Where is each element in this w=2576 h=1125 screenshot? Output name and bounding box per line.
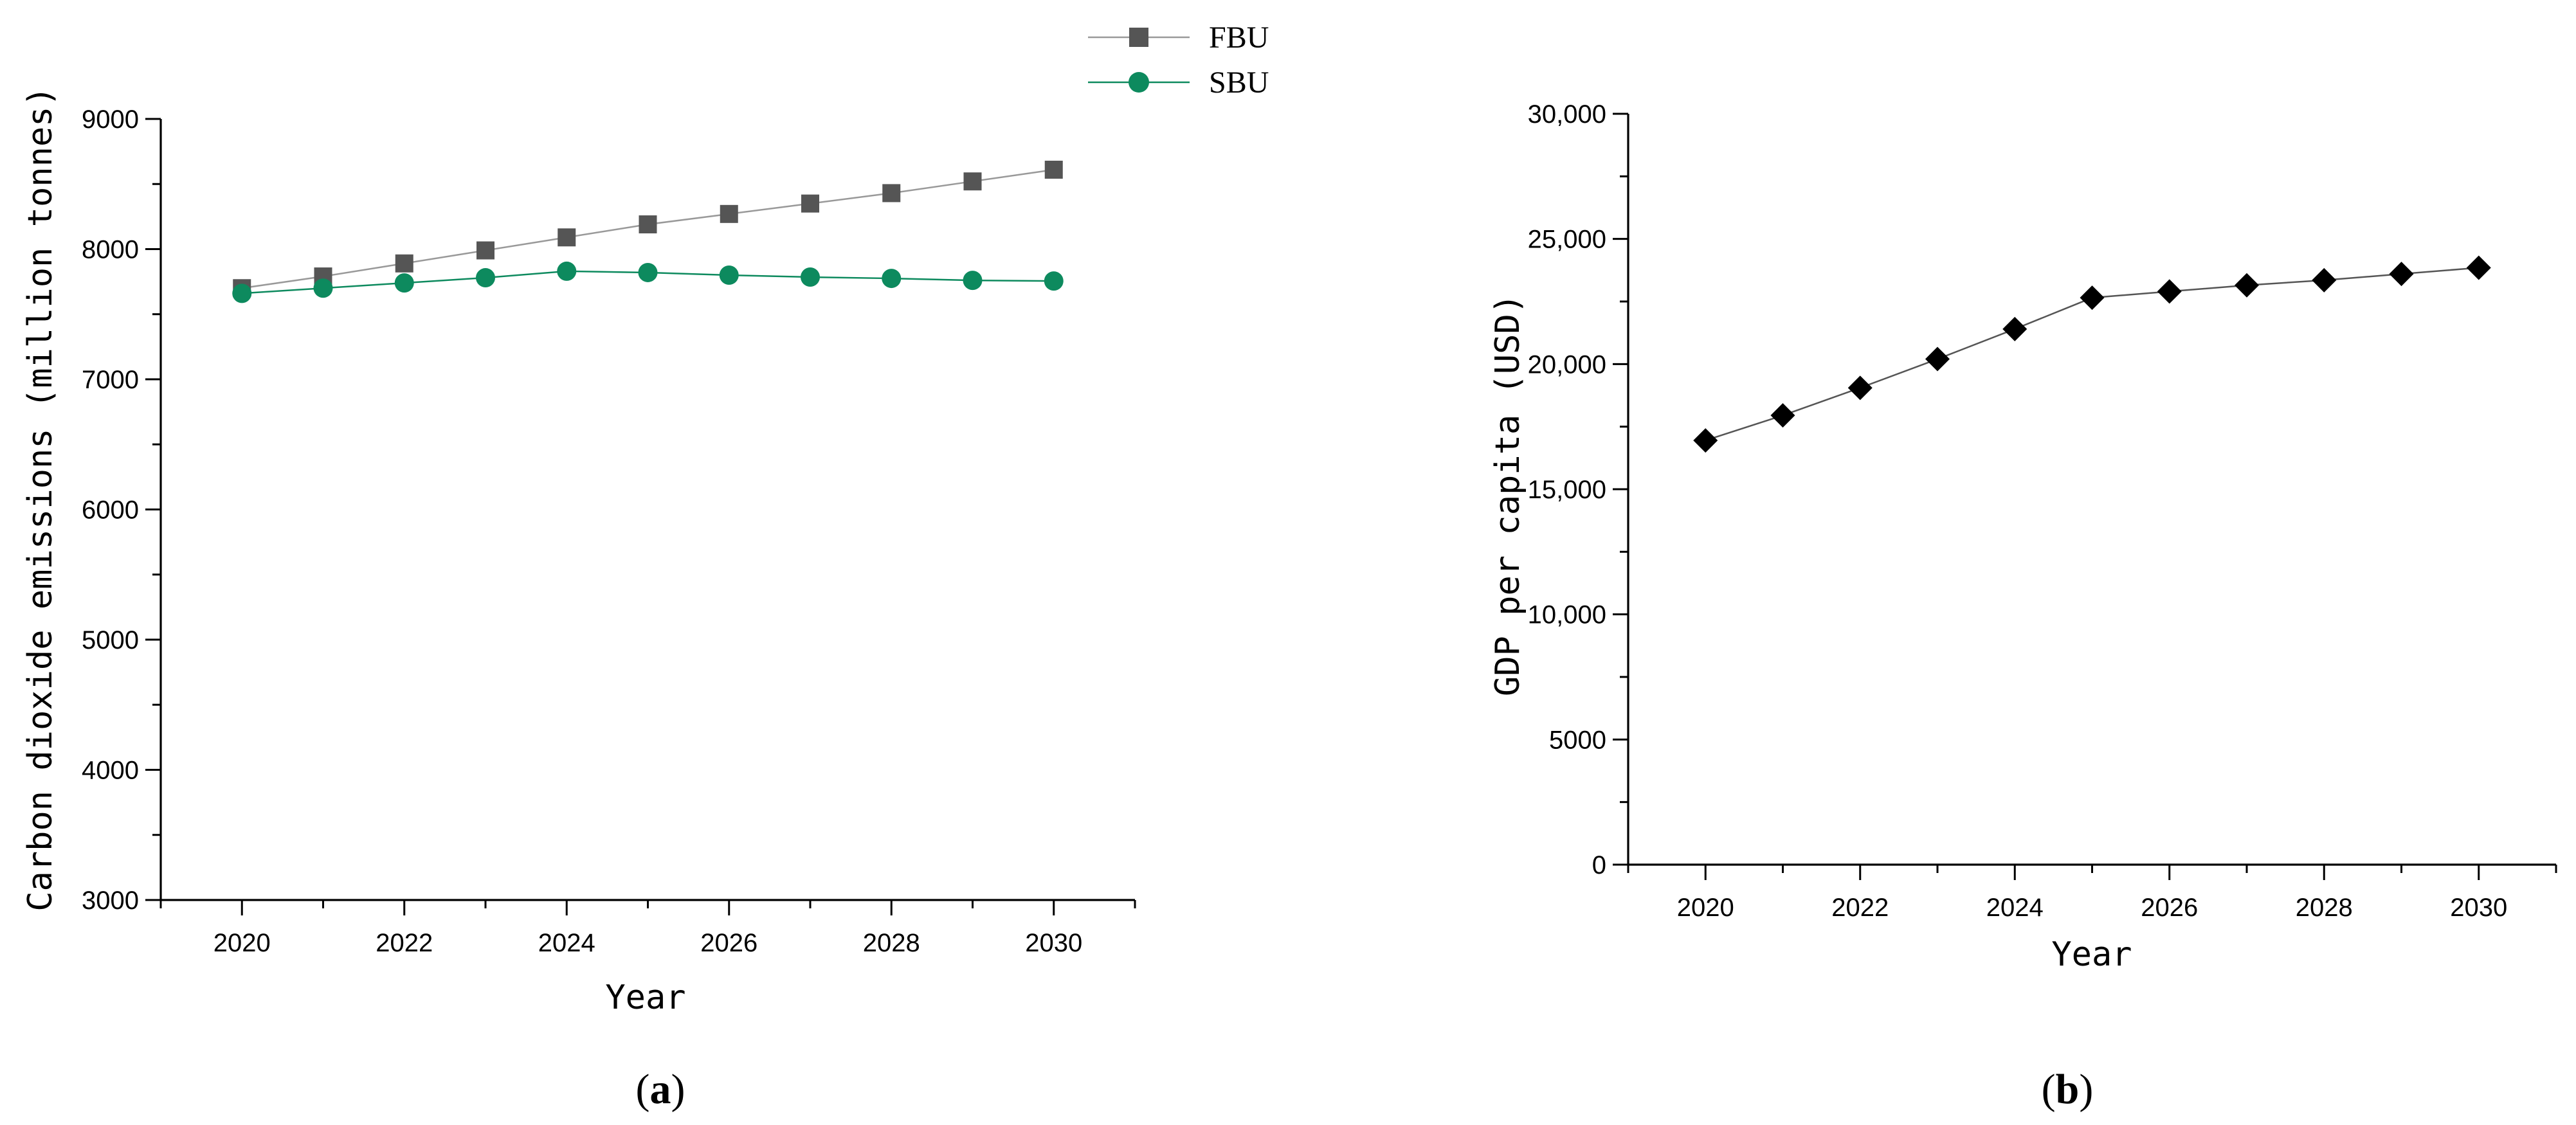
data-point: [963, 271, 983, 291]
panel-a-ticks: 3000 4000 5000 6000 7000 8000 9000 2020 2022 2024…: [82, 105, 1136, 957]
data-point: [394, 273, 414, 293]
x-tick-label: 2022: [1831, 894, 1889, 922]
data-point: [638, 262, 658, 282]
data-point: [1044, 160, 1063, 179]
panel-b-series: [1693, 255, 2491, 453]
data-point: [963, 172, 982, 191]
data-point: [1770, 403, 1795, 428]
legend-sbu-label: SBU: [1209, 66, 1269, 100]
data-point: [2312, 267, 2337, 292]
y-tick-label: 0: [1592, 851, 1606, 879]
data-point: [1044, 271, 1064, 291]
y-tick-label: 9000: [82, 105, 139, 134]
data-point: [1693, 428, 1718, 453]
data-point: [557, 261, 577, 281]
legend-fbu-marker: [1129, 28, 1148, 47]
data-point: [801, 194, 819, 213]
panel-b-x-axis-title: Year: [2051, 935, 2132, 974]
legend-item-fbu: FBU: [1088, 21, 1269, 55]
data-point: [2389, 262, 2414, 287]
data-point: [558, 228, 576, 247]
panel-a-x-axis-title: Year: [605, 978, 685, 1017]
data-point: [882, 269, 902, 289]
data-point: [719, 266, 739, 285]
panel-a-letter: a: [650, 1066, 671, 1113]
y-tick-label: 15,000: [1528, 476, 1606, 504]
y-tick-label: 5000: [1549, 726, 1606, 754]
y-tick-label: 3000: [82, 887, 139, 915]
panel-a-y-axis-title: Carbon dioxide emissions (million tonnes…: [21, 86, 60, 912]
y-tick-label: 7000: [82, 366, 139, 394]
panel-a-label: (a): [636, 1066, 685, 1113]
y-tick-label: 5000: [82, 626, 139, 654]
data-point: [2080, 285, 2105, 310]
data-point: [476, 241, 494, 260]
x-tick-label: 2020: [213, 929, 271, 957]
data-point: [476, 268, 495, 288]
x-tick-label: 2022: [376, 929, 433, 957]
panel-a-legend: FBU SBU: [1088, 21, 1269, 100]
y-tick-label: 30,000: [1528, 100, 1606, 129]
data-point: [2466, 255, 2491, 280]
x-tick-label: 2030: [1025, 929, 1082, 957]
panel-b-label: (b): [2042, 1066, 2094, 1113]
y-tick-label: 6000: [82, 496, 139, 525]
panel-b-axes: [1627, 114, 2556, 866]
panel-b-chart: 0 5000 10,000 15,000 20,000 25,000 30,000 2020 2…: [1489, 100, 2557, 1113]
legend-item-sbu: SBU: [1088, 66, 1269, 100]
y-tick-label: 4000: [82, 757, 139, 785]
data-point: [2002, 316, 2027, 341]
data-point: [2157, 279, 2182, 304]
panel-a-chart: 3000 4000 5000 6000 7000 8000 9000 2020 2022 2024…: [21, 21, 1269, 1113]
data-point: [395, 254, 413, 273]
y-tick-label: 20,000: [1528, 350, 1606, 379]
x-tick-label: 2024: [1986, 894, 2044, 922]
series-line-0: [1693, 255, 2491, 453]
data-point: [882, 184, 901, 203]
panel-b-letter: b: [2056, 1066, 2080, 1113]
data-point: [1925, 346, 1950, 372]
x-tick-label: 2026: [700, 929, 757, 957]
data-point: [801, 267, 820, 287]
panel-a-series: [232, 160, 1064, 303]
x-tick-label: 2024: [538, 929, 595, 957]
x-tick-label: 2028: [863, 929, 920, 957]
panel-a-axes: [159, 119, 1135, 901]
y-tick-label: 10,000: [1528, 601, 1606, 629]
legend-sbu-marker: [1129, 72, 1149, 93]
panel-b-ticks: 0 5000 10,000 15,000 20,000 25,000 30,000 2020 2…: [1528, 100, 2557, 922]
y-tick-label: 25,000: [1528, 226, 1606, 254]
data-point: [720, 204, 738, 223]
data-point: [639, 215, 657, 234]
x-tick-label: 2026: [2141, 894, 2198, 922]
legend-fbu-label: FBU: [1209, 21, 1269, 55]
panel-b-y-axis-title: GDP per capita (USD): [1489, 294, 1527, 696]
data-point: [232, 284, 252, 303]
series-sbu: [232, 261, 1064, 303]
data-point: [2235, 273, 2259, 298]
data-point: [313, 278, 333, 298]
data-point: [1847, 375, 1873, 401]
y-tick-label: 8000: [82, 236, 139, 264]
x-tick-label: 2020: [1677, 894, 1734, 922]
x-tick-label: 2028: [2296, 894, 2353, 922]
x-tick-label: 2030: [2450, 894, 2507, 922]
